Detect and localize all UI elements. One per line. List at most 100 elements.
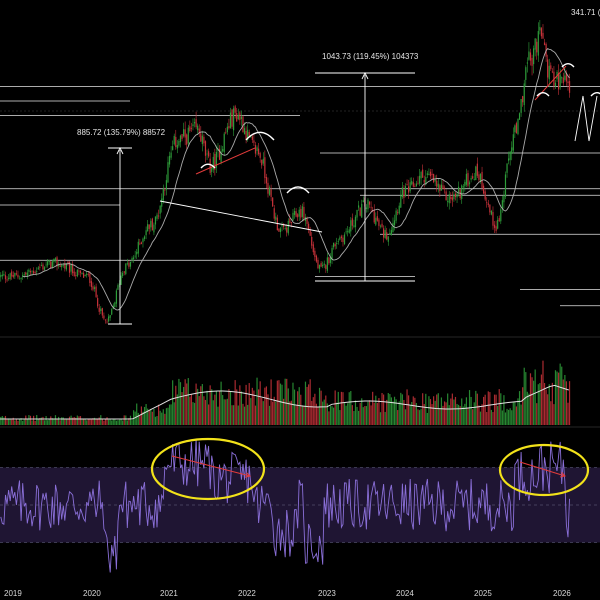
volume-bar xyxy=(92,418,94,425)
volume-bar xyxy=(148,409,150,425)
volume-bar xyxy=(478,405,480,425)
volume-bar xyxy=(90,419,93,425)
volume-bar xyxy=(458,404,460,425)
candle-body xyxy=(151,218,153,231)
candle-body xyxy=(493,224,496,228)
volume-bar xyxy=(512,402,514,425)
volume-bar xyxy=(61,417,63,425)
volume-bar xyxy=(320,390,322,425)
volume-bar xyxy=(179,382,182,425)
candle-body xyxy=(65,263,68,270)
candle-body xyxy=(500,209,502,222)
candle-body xyxy=(472,176,474,179)
candle-body xyxy=(101,308,103,316)
candle-body xyxy=(387,236,389,242)
volume-bar xyxy=(459,406,461,425)
volume-bar xyxy=(164,413,166,425)
volume-bar xyxy=(228,389,230,425)
candle-body xyxy=(437,183,439,188)
candle-body xyxy=(323,263,325,266)
red-peak-connector xyxy=(195,147,256,175)
zigzag-pattern xyxy=(574,95,598,142)
candle-body xyxy=(403,189,405,198)
volume-bar xyxy=(564,374,566,425)
volume-bar xyxy=(54,415,57,425)
candle-body xyxy=(81,272,83,275)
candle-body xyxy=(398,205,400,214)
volume-bar xyxy=(558,372,560,425)
volume-bar xyxy=(542,360,544,425)
volume-bar xyxy=(190,394,193,425)
peak-arc xyxy=(536,92,550,97)
volume-bar xyxy=(79,416,82,425)
volume-bar xyxy=(62,417,64,425)
volume-bar xyxy=(403,399,405,425)
volume-bar xyxy=(517,398,519,425)
volume-bar xyxy=(189,396,191,425)
candle-body xyxy=(250,136,252,138)
candle-body xyxy=(226,126,228,133)
candle-body xyxy=(233,108,235,131)
volume-bar xyxy=(523,367,525,425)
volume-bar xyxy=(95,419,97,425)
volume-bar xyxy=(262,401,264,425)
candle-body xyxy=(448,194,450,204)
candle-body xyxy=(483,185,485,194)
volume-bar xyxy=(154,416,157,425)
volume-bar xyxy=(57,416,60,425)
volume-bar xyxy=(29,415,32,425)
candle-body xyxy=(153,224,155,233)
volume-bar xyxy=(350,391,352,425)
volume-bar xyxy=(70,415,72,425)
candle-body xyxy=(278,228,280,232)
volume-bar xyxy=(381,393,383,425)
volume-bar xyxy=(342,392,344,425)
volume-bar xyxy=(204,399,207,425)
candle-body xyxy=(343,234,346,245)
candle-body xyxy=(186,134,188,145)
candle-body xyxy=(212,156,214,170)
volume-bar xyxy=(64,418,66,425)
candle-body xyxy=(467,173,469,186)
candle-body xyxy=(439,185,441,191)
volume-bar xyxy=(370,405,372,425)
candle-body xyxy=(139,243,141,245)
candle-body xyxy=(368,201,371,205)
candle-body xyxy=(464,181,466,187)
candle-body xyxy=(279,228,282,233)
candle-body xyxy=(145,230,147,236)
volume-bar xyxy=(475,390,477,425)
candle-body xyxy=(209,158,211,173)
volume-bar xyxy=(173,402,175,425)
candle-body xyxy=(7,277,10,279)
candle-body xyxy=(220,151,222,163)
candle-body xyxy=(111,309,113,315)
volume-bar xyxy=(18,419,21,425)
candle-body xyxy=(550,65,552,70)
volume-bar xyxy=(289,401,291,425)
volume-bar xyxy=(528,393,530,425)
candle-body xyxy=(115,290,118,304)
candle-body xyxy=(293,210,296,215)
volume-bar xyxy=(56,419,58,425)
candle-body xyxy=(426,173,428,175)
candle-body xyxy=(501,200,503,209)
volume-bar xyxy=(293,389,296,425)
volume-bar xyxy=(318,387,321,425)
volume-bar xyxy=(297,391,299,425)
volume-bar xyxy=(393,396,396,425)
volume-bar xyxy=(72,417,74,425)
volume-bar xyxy=(537,384,539,425)
candle-body xyxy=(458,186,460,192)
candle-body xyxy=(125,263,127,275)
candle-body xyxy=(117,285,119,290)
volume-bar xyxy=(65,418,68,425)
candle-body xyxy=(106,321,108,323)
candle-body xyxy=(489,204,491,213)
candle-body xyxy=(62,264,64,266)
candle-body xyxy=(204,141,207,156)
candle-body xyxy=(300,208,302,218)
volume-bar xyxy=(454,396,457,425)
horizontal-levels xyxy=(0,86,600,307)
candle-body xyxy=(408,186,410,193)
